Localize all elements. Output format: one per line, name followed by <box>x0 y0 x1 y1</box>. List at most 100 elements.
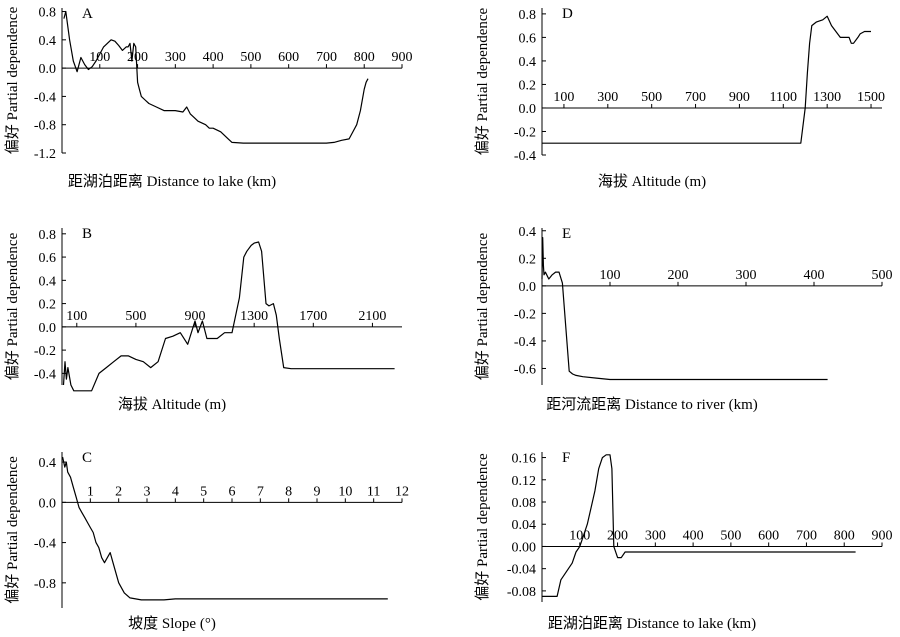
panel-d: -0.4 -0.2 0.0 0.2 0.4 0.6 0.8 100 300 500 700 900 11… <box>474 6 885 190</box>
x-tick-label: 200 <box>668 268 689 283</box>
y-axis-label: 偏好 Partial dependence <box>474 7 491 155</box>
x-tick-label: 1500 <box>857 90 885 105</box>
y-tick-label: 0.6 <box>39 251 57 266</box>
x-tick-label: 900 <box>185 309 206 324</box>
y-tick-label: 0.6 <box>519 31 537 46</box>
x-tick-label: 7 <box>257 484 264 499</box>
x-tick-label: 100 <box>89 50 110 65</box>
x-tick-label: 500 <box>872 268 893 283</box>
x-tick-label: 8 <box>285 484 292 499</box>
y-axis-label: 偏好 Partial dependence <box>474 232 491 380</box>
y-tick-label: 0.4 <box>39 274 57 289</box>
x-tick-label: 900 <box>872 528 893 543</box>
x-tick-label: 400 <box>203 50 224 65</box>
y-tick-label: -0.2 <box>514 307 536 322</box>
y-tick-label: 0.00 <box>512 540 537 555</box>
y-tick-label: 0.8 <box>519 8 537 23</box>
panel-letter: F <box>562 450 570 466</box>
y-tick-label: -0.8 <box>34 577 56 592</box>
x-axis-label: 海拔 Altitude (m) <box>118 396 226 413</box>
y-tick-label: 0.0 <box>519 280 537 295</box>
x-tick-label: 4 <box>172 484 179 499</box>
x-tick-label: 3 <box>144 484 151 499</box>
y-tick-label: -0.4 <box>34 367 56 382</box>
y-tick-label: -0.4 <box>34 90 56 105</box>
x-tick-label: 1300 <box>240 309 268 324</box>
x-tick-label: 100 <box>569 528 590 543</box>
x-tick-label: 5 <box>200 484 207 499</box>
x-tick-label: 100 <box>600 268 621 283</box>
panel-letter: D <box>562 6 573 22</box>
x-tick-label: 100 <box>66 309 87 324</box>
x-tick-label: 700 <box>316 50 337 65</box>
y-tick-label: -0.4 <box>514 149 536 164</box>
x-tick-label: 1100 <box>770 90 797 105</box>
x-tick-label: 2100 <box>358 309 386 324</box>
panel-a: -1.2 -0.8 -0.4 0.0 0.4 0.8 100 200 300 400 500 600 7… <box>4 6 413 190</box>
y-tick-label: 0.16 <box>512 452 537 467</box>
x-tick-label: 1700 <box>299 309 327 324</box>
series-line <box>62 241 395 392</box>
panel-f: -0.08 -0.04 0.00 0.04 0.08 0.12 0.16 100 200 300 4… <box>474 450 893 632</box>
panel-letter: E <box>562 226 571 242</box>
y-tick-label: 0.4 <box>519 225 537 240</box>
x-tick-label: 600 <box>758 528 779 543</box>
y-tick-label: 0.2 <box>39 298 57 313</box>
x-tick-label: 12 <box>395 484 409 499</box>
x-tick-label: 200 <box>607 528 628 543</box>
x-tick-label: 9 <box>314 484 321 499</box>
y-tick-label: -0.8 <box>34 119 56 134</box>
y-tick-label: 0.2 <box>519 78 537 93</box>
x-tick-label: 10 <box>338 484 352 499</box>
series-line <box>542 454 856 598</box>
x-axis-label: 距河流距离 Distance to river (km) <box>546 396 758 413</box>
x-tick-label: 300 <box>165 50 186 65</box>
x-tick-label: 1 <box>87 484 94 499</box>
y-tick-label: 0.0 <box>39 62 57 77</box>
y-tick-label: -0.6 <box>514 362 536 377</box>
y-tick-label: -0.04 <box>507 563 536 578</box>
panel-b: -0.4 -0.2 0.0 0.2 0.4 0.6 0.8 100 500 900 1300 1700… <box>4 226 402 413</box>
panel-letter: A <box>82 6 93 22</box>
y-axis-label: 偏好 Partial dependence <box>4 456 21 604</box>
y-tick-label: 0.0 <box>39 496 57 511</box>
series-line <box>62 456 388 601</box>
x-axis-label: 海拔 Altitude (m) <box>598 173 706 190</box>
x-tick-label: 300 <box>645 528 666 543</box>
y-tick-label: 0.04 <box>512 518 537 533</box>
x-tick-label: 400 <box>683 528 704 543</box>
x-tick-label: 300 <box>736 268 757 283</box>
x-tick-label: 800 <box>834 528 855 543</box>
x-tick-label: 1300 <box>813 90 841 105</box>
y-tick-label: 0.4 <box>39 456 57 471</box>
x-tick-label: 500 <box>720 528 741 543</box>
x-tick-label: 6 <box>229 484 236 499</box>
series-line <box>541 237 828 381</box>
x-axis-label: 距湖泊距离 Distance to lake (km) <box>548 615 756 632</box>
y-tick-label: -0.4 <box>514 335 536 350</box>
x-tick-label: 700 <box>685 90 706 105</box>
x-axis-label: 坡度 Slope (°) <box>128 615 216 632</box>
y-tick-label: 0.0 <box>39 321 57 336</box>
series-line <box>63 10 369 144</box>
x-axis-label: 距湖泊距离 Distance to lake (km) <box>68 173 276 190</box>
x-tick-label: 500 <box>125 309 146 324</box>
x-tick-label: 900 <box>392 50 413 65</box>
x-tick-label: 2 <box>115 484 122 499</box>
x-tick-label: 11 <box>367 484 380 499</box>
y-tick-label: 0.8 <box>39 228 57 243</box>
y-tick-label: 0.08 <box>512 496 537 511</box>
x-tick-label: 700 <box>796 528 817 543</box>
x-tick-label: 400 <box>804 268 825 283</box>
y-axis-label: 偏好 Partial dependence <box>4 232 21 380</box>
x-tick-label: 600 <box>278 50 299 65</box>
y-axis-label: 偏好 Partial dependence <box>4 6 21 154</box>
series-line <box>542 15 871 144</box>
x-tick-label: 300 <box>597 90 618 105</box>
y-tick-label: -1.2 <box>34 147 56 162</box>
x-tick-label: 900 <box>729 90 750 105</box>
y-tick-label: 0.0 <box>519 102 537 117</box>
